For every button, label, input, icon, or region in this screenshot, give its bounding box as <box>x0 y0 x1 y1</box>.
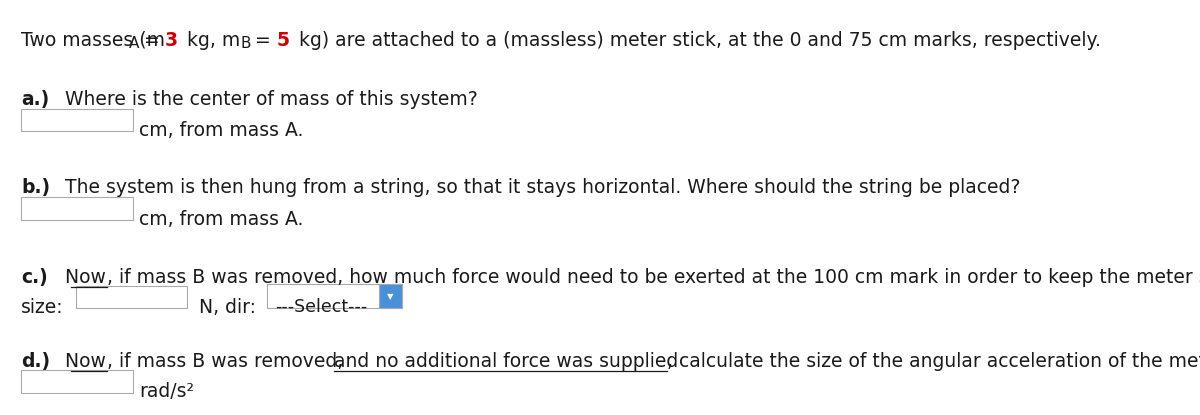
Text: ---Select---: ---Select--- <box>276 298 367 316</box>
Text: b.): b.) <box>22 178 50 197</box>
Text: , if mass B was removed, how much force would need to be exerted at the 100 cm m: , if mass B was removed, how much force … <box>107 268 1200 287</box>
Text: kg) are attached to a (massless) meter stick, at the 0 and 75 cm marks, respecti: kg) are attached to a (massless) meter s… <box>293 31 1100 49</box>
Text: cm, from mass A.: cm, from mass A. <box>139 210 304 229</box>
Text: Two masses (m: Two masses (m <box>22 31 166 49</box>
Text: d.): d.) <box>22 352 50 371</box>
Text: Now: Now <box>59 352 106 371</box>
Text: and no additional force was supplied: and no additional force was supplied <box>335 352 678 371</box>
Text: 3: 3 <box>164 31 178 49</box>
Text: =: = <box>144 31 166 49</box>
Text: N, dir:: N, dir: <box>193 298 256 317</box>
FancyBboxPatch shape <box>22 197 133 220</box>
Text: Now: Now <box>59 268 106 287</box>
Text: size:: size: <box>22 298 64 317</box>
FancyBboxPatch shape <box>76 286 187 308</box>
Text: The system is then hung from a string, so that it stays horizontal. Where should: The system is then hung from a string, s… <box>59 178 1020 197</box>
Text: , if mass B was removed,: , if mass B was removed, <box>107 352 349 371</box>
Text: =: = <box>256 31 277 49</box>
Text: rad/s²: rad/s² <box>139 382 194 401</box>
Text: ▼: ▼ <box>388 292 394 300</box>
Text: A: A <box>128 36 139 51</box>
FancyBboxPatch shape <box>379 284 402 308</box>
Text: , calculate the size of the angular acceleration of the meter stick at that inst: , calculate the size of the angular acce… <box>667 352 1200 371</box>
Text: kg, m: kg, m <box>181 31 240 49</box>
Text: a.): a.) <box>22 90 49 109</box>
Text: cm, from mass A.: cm, from mass A. <box>139 121 304 140</box>
Text: 5: 5 <box>277 31 289 49</box>
Text: Where is the center of mass of this system?: Where is the center of mass of this syst… <box>59 90 478 109</box>
Text: c.): c.) <box>22 268 48 287</box>
FancyBboxPatch shape <box>22 109 133 131</box>
Text: B: B <box>240 36 251 51</box>
FancyBboxPatch shape <box>22 370 133 393</box>
FancyBboxPatch shape <box>268 284 402 308</box>
